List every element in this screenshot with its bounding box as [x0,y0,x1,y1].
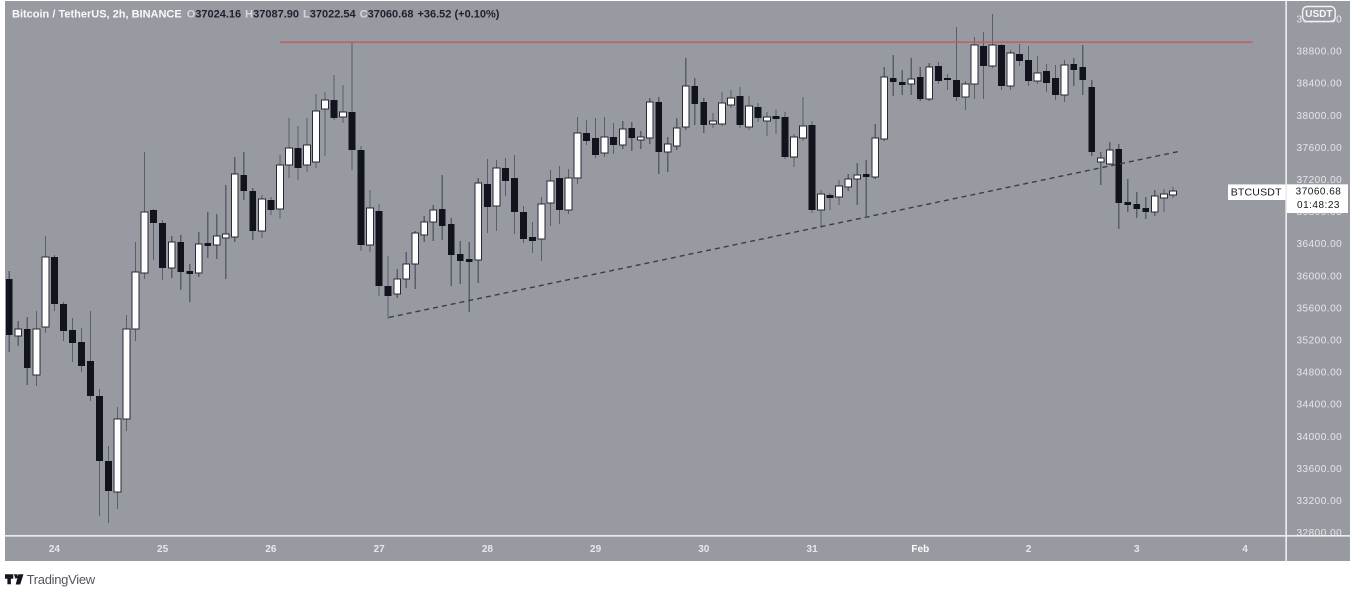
svg-text:25: 25 [157,544,169,555]
svg-text:34800.00: 34800.00 [1297,368,1343,379]
svg-text:38400.00: 38400.00 [1297,79,1343,90]
svg-text:30: 30 [698,544,710,555]
svg-text:Bitcoin / TetherUS, 2h, BINANC: Bitcoin / TetherUS, 2h, BINANCE O37024.16… [12,9,500,21]
svg-text:3: 3 [1134,544,1140,555]
svg-text:37600.00: 37600.00 [1297,143,1343,154]
svg-text:35600.00: 35600.00 [1297,303,1343,314]
svg-text:26: 26 [265,544,277,555]
svg-text:24: 24 [49,544,61,555]
svg-text:33200.00: 33200.00 [1297,496,1343,507]
svg-text:USDT: USDT [1305,9,1332,20]
svg-text:01:48:23: 01:48:23 [1297,200,1340,211]
svg-text:36400.00: 36400.00 [1297,239,1343,250]
svg-text:Feb: Feb [911,544,929,555]
svg-text:2: 2 [1026,544,1032,555]
svg-text:38800.00: 38800.00 [1297,47,1343,58]
svg-text:37200.00: 37200.00 [1297,175,1343,186]
svg-text:27: 27 [374,544,386,555]
svg-text:34000.00: 34000.00 [1297,432,1343,443]
svg-text:4: 4 [1242,544,1248,555]
svg-text:35200.00: 35200.00 [1297,336,1343,347]
svg-text:37060.68: 37060.68 [1296,186,1342,197]
svg-text:29: 29 [590,544,602,555]
svg-text:TradingView: TradingView [27,572,96,587]
svg-text:28: 28 [482,544,494,555]
svg-text:33600.00: 33600.00 [1297,464,1343,475]
svg-text:32800.00: 32800.00 [1297,528,1343,539]
svg-text:34400.00: 34400.00 [1297,400,1343,411]
svg-text:BTCUSDT: BTCUSDT [1231,186,1282,198]
svg-text:31: 31 [807,544,819,555]
svg-text:36000.00: 36000.00 [1297,271,1343,282]
svg-text:38000.00: 38000.00 [1297,111,1343,122]
